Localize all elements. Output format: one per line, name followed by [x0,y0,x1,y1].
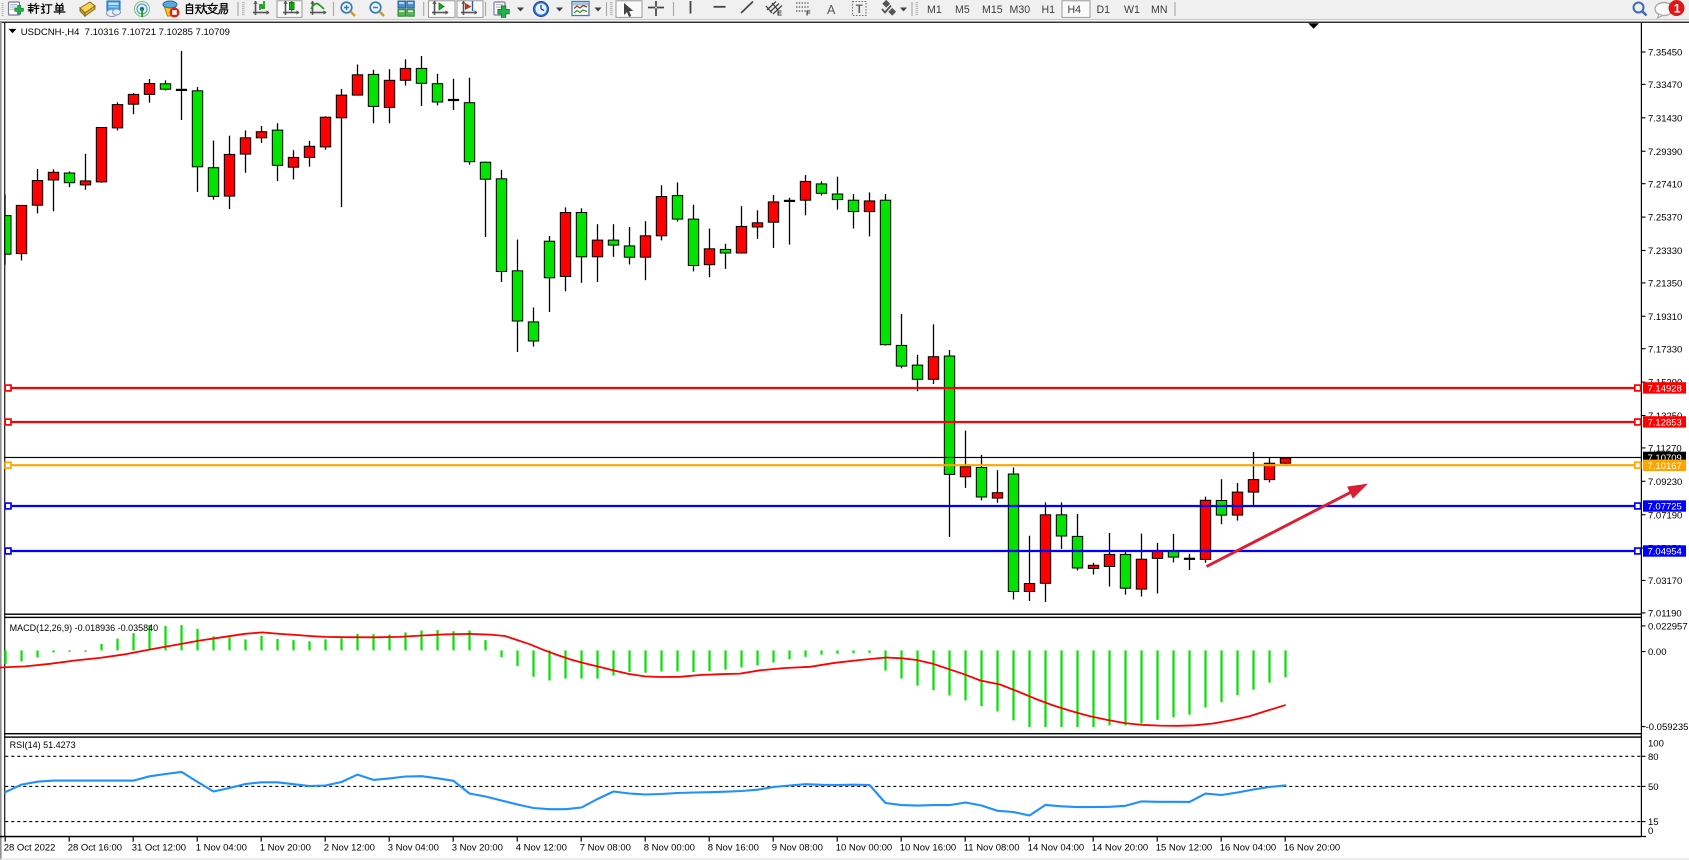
svg-text:2 Nov 12:00: 2 Nov 12:00 [324,842,375,853]
svg-text:31 Oct 12:00: 31 Oct 12:00 [132,842,186,853]
svg-text:10 Nov 00:00: 10 Nov 00:00 [836,842,893,853]
svg-text:7.07190: 7.07190 [1648,510,1682,521]
svg-text:50: 50 [1648,782,1659,793]
svg-text:7.10709: 7.10709 [1648,453,1682,464]
svg-text:7.17330: 7.17330 [1648,344,1682,355]
svg-text:7.33470: 7.33470 [1648,80,1682,91]
svg-text:10 Nov 16:00: 10 Nov 16:00 [900,842,957,853]
svg-text:80: 80 [1648,752,1659,763]
svg-text:M15: M15 [982,4,1003,16]
svg-text:8 Nov 00:00: 8 Nov 00:00 [644,842,695,853]
svg-text:M1: M1 [927,4,942,16]
svg-text:7 Nov 08:00: 7 Nov 08:00 [580,842,631,853]
svg-text:7.25370: 7.25370 [1648,213,1682,224]
svg-text:4 Nov 12:00: 4 Nov 12:00 [516,842,567,853]
svg-text:7.10167: 7.10167 [1648,461,1682,472]
svg-text:7.09230: 7.09230 [1648,477,1682,488]
svg-text:USDCNH-,H4 7.10316 7.10721 7.: USDCNH-,H4 7.10316 7.10721 7.10285 7.107… [21,27,230,38]
svg-text:100: 100 [1648,739,1664,750]
svg-text:A: A [827,3,836,17]
svg-text:F: F [806,9,811,18]
svg-text:7.19310: 7.19310 [1648,312,1682,323]
svg-text:14 Nov 20:00: 14 Nov 20:00 [1092,842,1149,853]
svg-text:28 Oct 2022: 28 Oct 2022 [4,842,56,853]
svg-text:RSI(14) 51.4273: RSI(14) 51.4273 [10,740,76,750]
svg-text:0.00: 0.00 [1648,647,1667,658]
svg-text:7.21350: 7.21350 [1648,279,1682,290]
svg-text:11 Nov 08:00: 11 Nov 08:00 [964,842,1020,853]
svg-text:W1: W1 [1124,4,1140,16]
svg-text:7.04954: 7.04954 [1648,547,1682,558]
svg-text:M5: M5 [955,4,970,16]
svg-text:15 Nov 12:00: 15 Nov 12:00 [1156,842,1213,853]
svg-text:7.01190: 7.01190 [1648,609,1682,620]
svg-text:MN: MN [1151,4,1167,16]
svg-text:16 Nov 04:00: 16 Nov 04:00 [1220,842,1277,853]
svg-text:7.12853: 7.12853 [1648,418,1682,429]
svg-text:D1: D1 [1097,4,1111,16]
svg-text:E: E [777,9,782,18]
svg-text:T: T [856,4,863,16]
svg-text:28 Oct 16:00: 28 Oct 16:00 [68,842,122,853]
svg-text:7.11270: 7.11270 [1648,444,1682,455]
svg-text:M30: M30 [1010,4,1031,16]
svg-text:7.07725: 7.07725 [1648,502,1682,513]
svg-text:8 Nov 16:00: 8 Nov 16:00 [708,842,759,853]
svg-text:H1: H1 [1042,4,1056,16]
svg-text:3 Nov 20:00: 3 Nov 20:00 [452,842,503,853]
svg-text:H4: H4 [1068,4,1082,16]
svg-text:15: 15 [1648,817,1659,828]
svg-text:1 Nov 20:00: 1 Nov 20:00 [260,842,311,853]
svg-text:MACD(12,26,9) -0.018936 -0.035: MACD(12,26,9) -0.018936 -0.035840 [10,623,159,633]
svg-text:14 Nov 04:00: 14 Nov 04:00 [1028,842,1085,853]
svg-text:7.35450: 7.35450 [1648,48,1682,59]
svg-text:1 Nov 04:00: 1 Nov 04:00 [196,842,247,853]
svg-text:-0.059235: -0.059235 [1646,722,1689,733]
svg-text:1: 1 [1674,1,1681,15]
svg-text:16 Nov 20:00: 16 Nov 20:00 [1284,842,1341,853]
svg-text:0: 0 [1648,826,1653,837]
svg-text:7.31430: 7.31430 [1648,113,1682,124]
svg-text:0.022957: 0.022957 [1648,622,1688,633]
svg-text:9 Nov 08:00: 9 Nov 08:00 [772,842,823,853]
svg-text:3 Nov 04:00: 3 Nov 04:00 [388,842,439,853]
svg-text:7.03170: 7.03170 [1648,576,1682,587]
svg-text:7.23330: 7.23330 [1648,246,1682,257]
svg-text:7.29390: 7.29390 [1648,147,1682,158]
svg-text:7.14928: 7.14928 [1648,384,1682,395]
svg-text:7.27410: 7.27410 [1648,179,1682,190]
